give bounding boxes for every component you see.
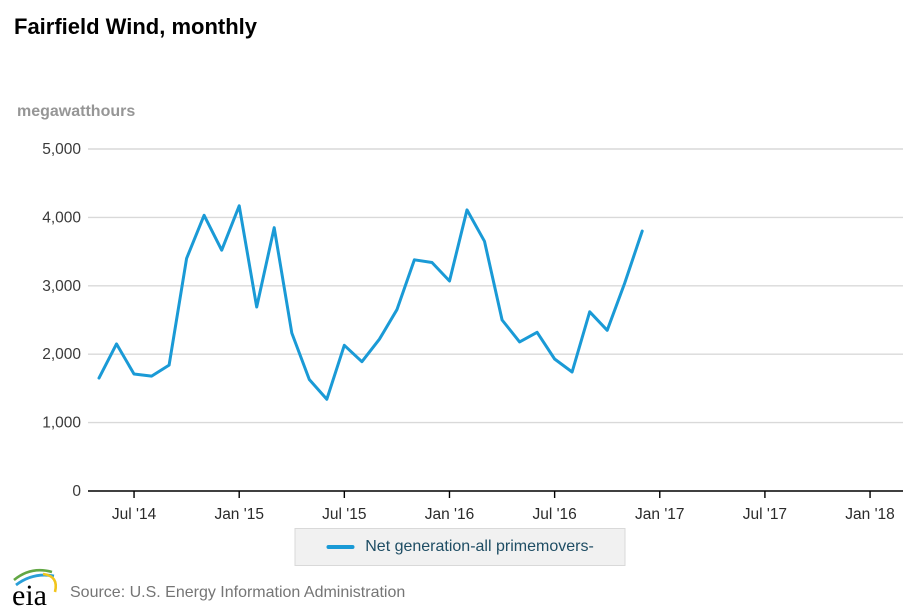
legend-label: Net generation-all primemovers- <box>365 538 594 555</box>
x-axis-tick-label: Jul '16 <box>532 506 576 523</box>
y-axis-tick-label: 1,000 <box>42 415 81 432</box>
x-axis-tick-label: Jan '16 <box>425 506 475 523</box>
y-axis-tick-label: 0 <box>72 483 81 500</box>
chart-title: Fairfield Wind, monthly <box>14 14 258 39</box>
legend-line-swatch <box>326 545 355 549</box>
y-axis-unit-label: megawatthours <box>17 103 136 120</box>
x-axis-tick-label: Jan '15 <box>214 506 264 523</box>
y-axis-tick-label: 5,000 <box>42 141 81 158</box>
x-axis-tick-label: Jul '17 <box>743 506 787 523</box>
x-axis-tick-label: Jan '17 <box>635 506 685 523</box>
eia-logo[interactable]: eia <box>11 565 63 613</box>
series-line-net-generation[interactable] <box>97 204 644 401</box>
x-axis-tick-label: Jul '14 <box>112 506 157 523</box>
source-text: Source: U.S. Energy Information Administ… <box>70 584 406 601</box>
legend-item-net-generation[interactable]: Net generation-all primemovers- <box>294 528 626 566</box>
eia-logo-graphic: eia <box>12 568 58 612</box>
y-axis-tick-label: 4,000 <box>42 209 81 226</box>
logo-yellow-arc <box>42 572 58 593</box>
logo-green-arc <box>13 568 53 582</box>
x-axis-tick-label: Jul '15 <box>322 506 366 523</box>
y-axis-tick-label: 2,000 <box>42 346 81 363</box>
x-axis-tick-label: Jan '18 <box>845 506 895 523</box>
eia-logo-text: eia <box>12 579 47 609</box>
y-axis-tick-label: 3,000 <box>42 278 81 295</box>
